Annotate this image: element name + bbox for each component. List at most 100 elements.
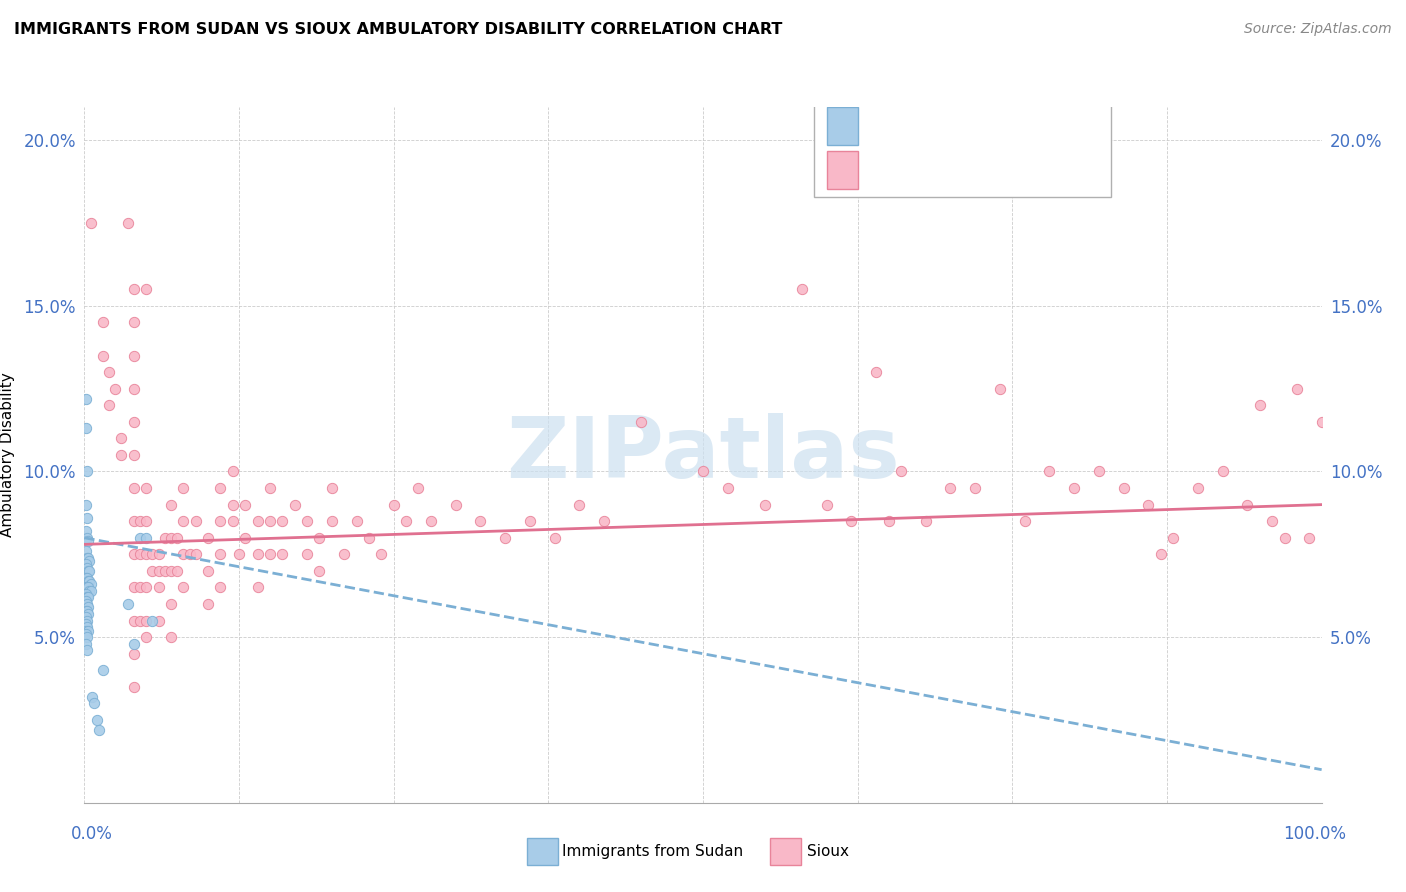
Point [1063, 481, 1085, 495]
Point [939, 481, 962, 495]
Point [233, 498, 256, 512]
Point [76, 560, 98, 574]
Point [1014, 514, 1036, 528]
Point [172, 581, 194, 595]
Text: 129: 129 [1035, 161, 1070, 178]
Point [1137, 498, 1160, 512]
Point [494, 531, 516, 545]
Point [259, 514, 281, 528]
Point [568, 498, 591, 512]
Point [89, 723, 111, 737]
Point [98, 398, 121, 412]
Point [246, 547, 269, 561]
Point [692, 465, 714, 479]
Point [122, 415, 145, 429]
Point [295, 547, 318, 561]
Point [419, 514, 441, 528]
Point [1112, 481, 1135, 495]
Text: ZIPatlas: ZIPatlas [506, 413, 900, 497]
Point [222, 465, 245, 479]
Point [75, 604, 97, 618]
Point [754, 498, 776, 512]
Point [197, 597, 219, 611]
Point [271, 547, 294, 561]
Point [117, 216, 139, 230]
Point [141, 614, 163, 628]
Point [76, 597, 98, 611]
Point [76, 581, 98, 595]
Point [75, 616, 97, 631]
Point [1161, 531, 1184, 545]
Point [76, 591, 98, 605]
Point [76, 604, 98, 618]
Text: 0.076: 0.076 [920, 161, 972, 178]
Text: N =: N = [994, 162, 1028, 178]
Text: 0.0%: 0.0% [70, 825, 112, 843]
Point [153, 564, 176, 578]
Point [77, 581, 100, 595]
Point [75, 624, 97, 638]
Point [321, 514, 343, 528]
Point [75, 392, 97, 406]
Point [135, 581, 157, 595]
Point [184, 514, 207, 528]
Point [160, 597, 183, 611]
Text: -0.050: -0.050 [920, 117, 979, 135]
Point [76, 465, 98, 479]
Point [75, 570, 97, 584]
Point [75, 558, 97, 572]
Point [148, 614, 170, 628]
Point [890, 465, 912, 479]
Point [79, 577, 101, 591]
Point [470, 514, 492, 528]
Point [246, 581, 269, 595]
Point [122, 514, 145, 528]
Point [129, 581, 152, 595]
Point [233, 531, 256, 545]
Point [79, 583, 101, 598]
Point [135, 282, 157, 296]
Point [346, 514, 368, 528]
Point [790, 282, 813, 296]
Text: Source: ZipAtlas.com: Source: ZipAtlas.com [1244, 22, 1392, 37]
Point [1187, 481, 1209, 495]
Point [1298, 531, 1320, 545]
Point [122, 680, 145, 694]
Point [519, 514, 541, 528]
Point [543, 531, 565, 545]
Text: R =: R = [870, 119, 903, 133]
Point [75, 524, 97, 538]
Point [122, 547, 145, 561]
Point [209, 547, 232, 561]
Point [172, 547, 194, 561]
Point [370, 547, 392, 561]
Point [148, 564, 170, 578]
Point [259, 481, 281, 495]
Point [91, 349, 114, 363]
Point [129, 514, 152, 528]
Point [110, 431, 132, 445]
Point [122, 614, 145, 628]
Point [122, 315, 145, 329]
Point [110, 448, 132, 462]
Point [395, 514, 418, 528]
Point [141, 547, 163, 561]
Point [122, 647, 145, 661]
Point [1310, 415, 1333, 429]
Point [117, 597, 139, 611]
Text: R =: R = [870, 162, 908, 178]
Point [129, 614, 152, 628]
Point [271, 514, 294, 528]
Point [86, 713, 108, 727]
Point [172, 481, 194, 495]
Point [122, 581, 145, 595]
Point [148, 547, 170, 561]
Point [122, 282, 145, 296]
Point [79, 583, 101, 598]
Point [141, 564, 163, 578]
Point [77, 600, 100, 615]
Point [865, 365, 887, 379]
Point [222, 514, 245, 528]
Point [1285, 382, 1308, 396]
Point [209, 481, 232, 495]
